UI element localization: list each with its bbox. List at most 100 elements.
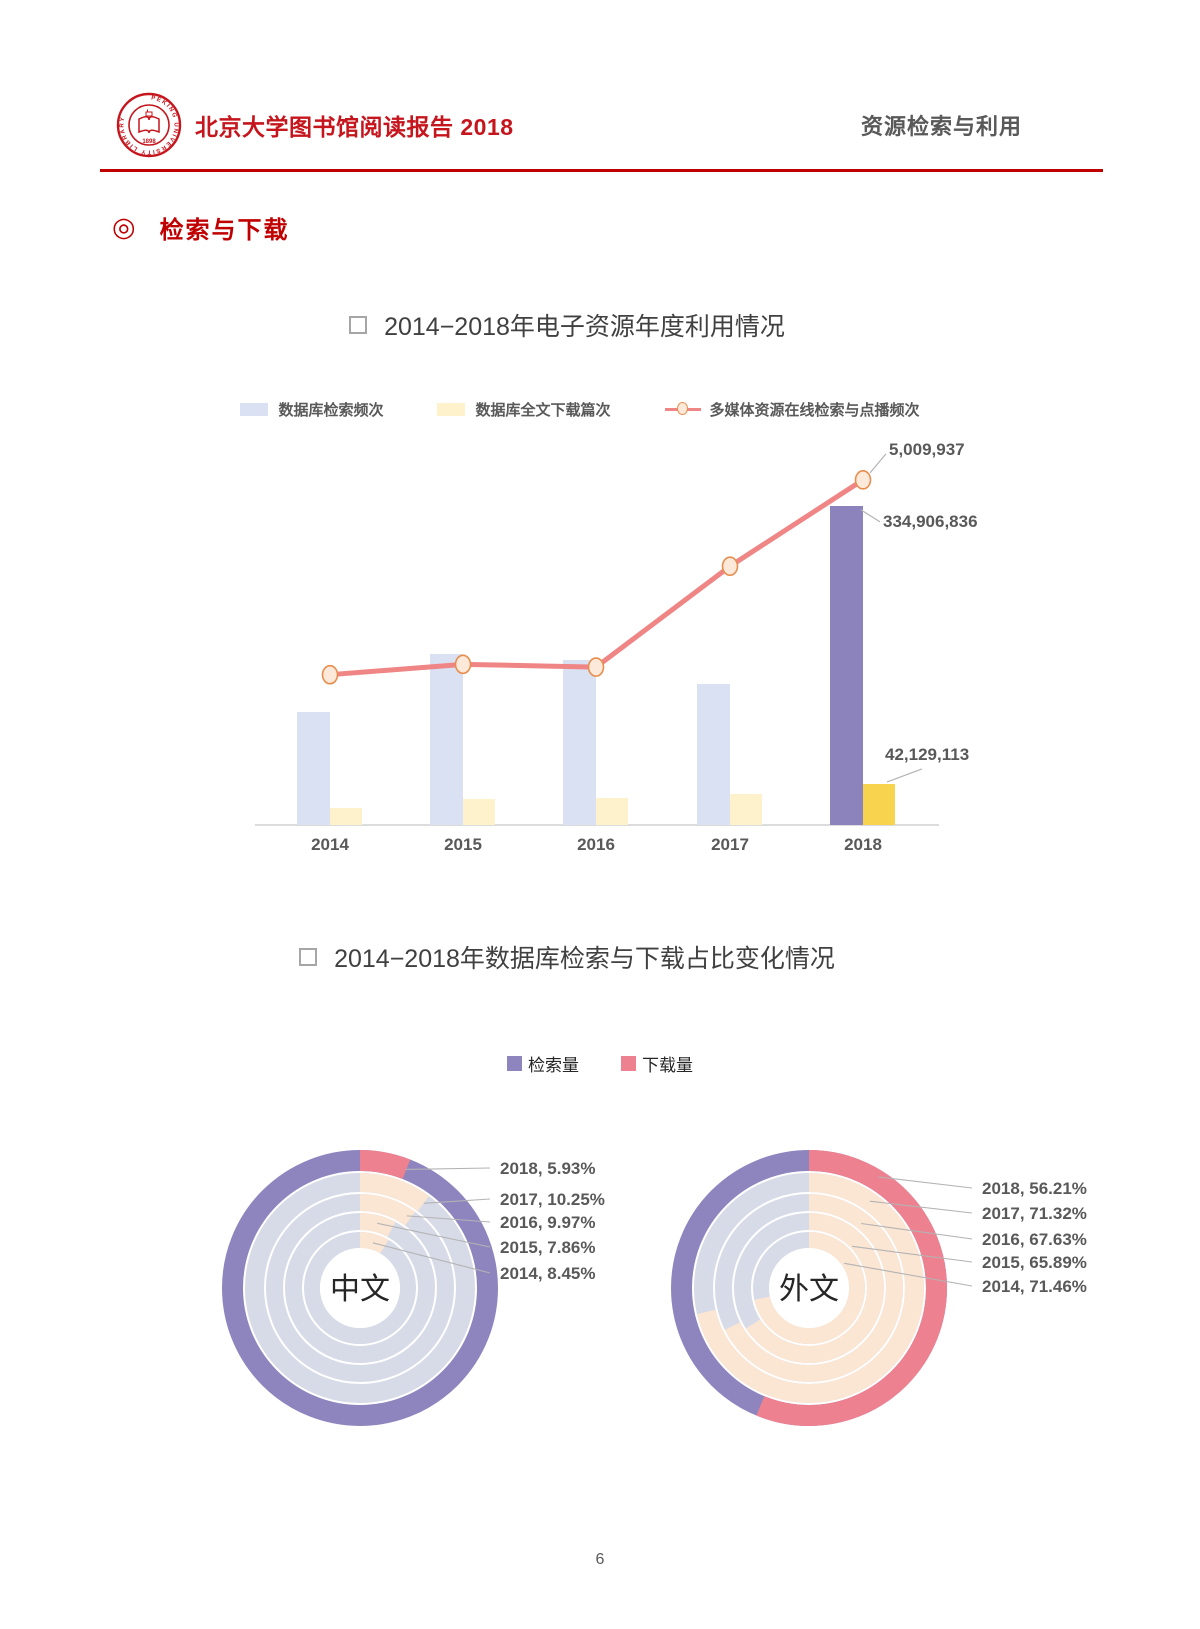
- figure2-title: 2014−2018年数据库检索与下载占比变化情况: [0, 939, 1200, 975]
- search-volume-swatch-icon: [507, 1055, 522, 1071]
- line-marker-icon: [664, 402, 701, 416]
- data-annotation: 334,906,836: [883, 512, 978, 532]
- x-axis-labels: 2014 2015 2016 2017 2018: [259, 835, 935, 865]
- donut-hole: [320, 1247, 400, 1328]
- square-bullet-icon: [349, 315, 368, 334]
- ring-download-2018: [671, 1149, 947, 1426]
- seal-logo-graphic: PEKING UNIVERSITY LIBRARY 1898: [116, 92, 182, 158]
- x-axis-label: 2018: [844, 834, 882, 854]
- donut-callout-label: 2016, 67.63%: [982, 1230, 1087, 1249]
- leader-line: [372, 1241, 491, 1274]
- donut-callout-label: 2018, 5.93%: [500, 1159, 595, 1178]
- legend-label: 多媒体资源在线检索与点播频次: [709, 401, 920, 419]
- multimedia-line: [329, 477, 865, 677]
- page-number: 6: [595, 1551, 605, 1568]
- ring-download-2015: [734, 1212, 884, 1363]
- donut-callout-label: 2015, 65.89%: [982, 1253, 1087, 1272]
- report-header: PEKING UNIVERSITY LIBRARY 1898 北京大学图书馆阅读…: [116, 92, 1022, 158]
- legend-item-multimedia: 多媒体资源在线检索与点播频次: [664, 399, 920, 420]
- download-swatch-icon: [437, 402, 466, 416]
- legend-label: 数据库全文下载篇次: [475, 401, 611, 419]
- ring-download-2016: [715, 1193, 903, 1382]
- leader-line: [406, 1214, 491, 1223]
- figure1-legend: 数据库检索频次 数据库全文下载篇次 多媒体资源在线检索与点播频次: [0, 399, 1200, 420]
- leader-line: [405, 1166, 491, 1170]
- line-marker: [321, 664, 339, 684]
- figure1-title-text: 2014−2018年电子资源年度利用情况: [384, 312, 785, 341]
- legend-label: 数据库检索频次: [278, 401, 384, 419]
- donut-callout-label: 2017, 10.25%: [500, 1190, 605, 1209]
- square-bullet-icon: [299, 947, 318, 966]
- combo-chart: 5,009,937 334,906,836 42,129,113 2014 2015 2…: [255, 440, 1019, 865]
- chapter-title: 资源检索与利用: [860, 114, 1022, 139]
- search-bar: [697, 683, 730, 825]
- leader-line: [852, 1245, 973, 1263]
- x-axis-line: [255, 824, 939, 826]
- leader-line: [869, 1200, 973, 1214]
- ring-download-2017: [694, 1172, 924, 1403]
- double-circle-bullet-icon: ◎: [112, 211, 136, 242]
- legend-item-download: 数据库全文下载篇次: [437, 399, 611, 420]
- foreign-donut-chart: 外文 2018, 56.21% 2017, 71.32% 2016, 67.63% 20…: [671, 1149, 1087, 1426]
- donut-charts: 中文 2018, 5.93% 2017, 10.25% 2016, 9.97% 2015…: [200, 1138, 1200, 1433]
- x-axis-label: 2014: [311, 834, 349, 854]
- download-volume-swatch-icon: [621, 1055, 636, 1071]
- ring-download-2014: [753, 1231, 865, 1344]
- download-bar: [596, 798, 628, 825]
- donut-center-label: 外文: [779, 1273, 839, 1306]
- leader-line: [423, 1197, 491, 1204]
- ring-download-2017: [245, 1172, 475, 1403]
- leader-line: [844, 1262, 973, 1287]
- combo-plot-area: 5,009,937 334,906,836 42,129,113: [255, 440, 978, 826]
- line-marker: [854, 469, 872, 490]
- figure2-legend: 检索量 下载量: [0, 1051, 1200, 1076]
- line-marker: [454, 654, 472, 674]
- figure2-title-text: 2014−2018年数据库检索与下载占比变化情况: [334, 944, 835, 973]
- search-bar: [297, 711, 330, 825]
- line-marker: [721, 555, 739, 576]
- leader-line: [886, 767, 923, 783]
- seal-year-text: 1898: [142, 139, 156, 145]
- x-axis-label: 2015: [444, 834, 482, 854]
- data-annotation: 5,009,937: [889, 440, 965, 460]
- download-bar: [730, 794, 762, 825]
- donut-callout-label: 2017, 71.32%: [982, 1204, 1087, 1223]
- donut-callout-label: 2015, 7.86%: [500, 1238, 595, 1257]
- search-bar: [430, 654, 463, 825]
- open-book-icon: [138, 116, 160, 134]
- legend-label: 下载量: [642, 1055, 693, 1075]
- section-heading-label: 检索与下载: [159, 216, 290, 244]
- search-bar: [830, 506, 863, 825]
- ring-download-2014: [304, 1231, 416, 1344]
- x-axis-label: 2016: [577, 834, 615, 854]
- leader-line: [377, 1222, 491, 1248]
- pku-library-seal-logo: PEKING UNIVERSITY LIBRARY 1898: [116, 92, 182, 158]
- donut-center-label: 中文: [330, 1273, 390, 1306]
- search-bar: [563, 659, 596, 825]
- data-annotation: 42,129,113: [885, 745, 970, 765]
- download-bar: [863, 784, 895, 825]
- donut-callout-label: 2014, 71.46%: [982, 1277, 1087, 1296]
- chinese-donut-chart: 中文 2018, 5.93% 2017, 10.25% 2016, 9.97% 2015…: [222, 1149, 605, 1426]
- figure1-title: 2014−2018年电子资源年度利用情况: [0, 307, 1200, 343]
- ring-download-2018: [222, 1149, 498, 1426]
- ring-download-2016: [266, 1193, 454, 1382]
- download-bar: [330, 807, 362, 825]
- legend-item-download-volume: 下载量: [621, 1051, 693, 1076]
- download-bar: [463, 799, 495, 825]
- leader-line: [869, 452, 887, 473]
- section-heading: ◎ 检索与下载: [112, 210, 1200, 245]
- leader-line: [878, 1175, 973, 1189]
- search-swatch-icon: [240, 402, 269, 416]
- combo-line-layer: [321, 452, 923, 783]
- donut-callout-label: 2014, 8.45%: [500, 1264, 595, 1283]
- header-divider: [100, 169, 1103, 172]
- legend-item-search-volume: 检索量: [507, 1051, 579, 1076]
- header-left: PEKING UNIVERSITY LIBRARY 1898 北京大学图书馆阅读…: [116, 92, 514, 158]
- x-axis-label: 2017: [711, 834, 749, 854]
- legend-label: 检索量: [528, 1055, 579, 1075]
- donut-callout-label: 2018, 56.21%: [982, 1179, 1087, 1198]
- line-marker: [587, 656, 605, 677]
- leader-line: [860, 508, 881, 522]
